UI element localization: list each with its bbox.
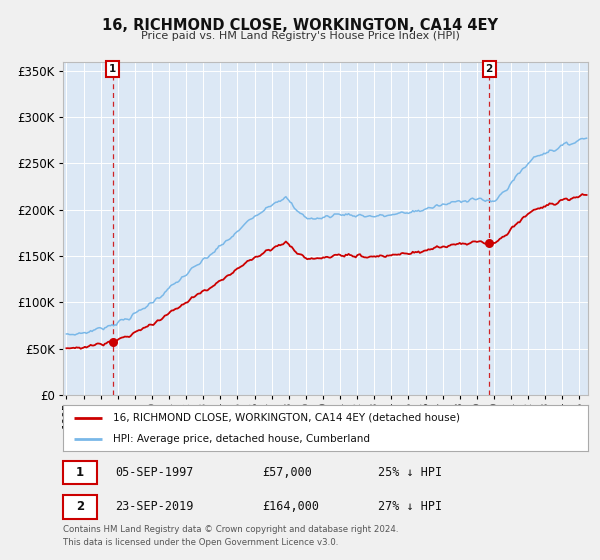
FancyBboxPatch shape: [63, 494, 97, 519]
Text: Contains HM Land Registry data © Crown copyright and database right 2024.: Contains HM Land Registry data © Crown c…: [63, 525, 398, 534]
Text: 23-SEP-2019: 23-SEP-2019: [115, 500, 194, 513]
Text: 1: 1: [76, 466, 84, 479]
Text: 27% ↓ HPI: 27% ↓ HPI: [378, 500, 442, 513]
Text: 05-SEP-1997: 05-SEP-1997: [115, 466, 194, 479]
Text: Price paid vs. HM Land Registry's House Price Index (HPI): Price paid vs. HM Land Registry's House …: [140, 31, 460, 41]
Text: 25% ↓ HPI: 25% ↓ HPI: [378, 466, 442, 479]
Text: £57,000: £57,000: [263, 466, 313, 479]
Text: £164,000: £164,000: [263, 500, 320, 513]
Text: 16, RICHMOND CLOSE, WORKINGTON, CA14 4EY: 16, RICHMOND CLOSE, WORKINGTON, CA14 4EY: [102, 18, 498, 33]
Text: This data is licensed under the Open Government Licence v3.0.: This data is licensed under the Open Gov…: [63, 538, 338, 547]
Text: 2: 2: [485, 64, 493, 74]
Text: 1: 1: [109, 64, 116, 74]
FancyBboxPatch shape: [63, 460, 97, 484]
Text: 2: 2: [76, 500, 84, 513]
Text: HPI: Average price, detached house, Cumberland: HPI: Average price, detached house, Cumb…: [113, 435, 370, 444]
Text: 16, RICHMOND CLOSE, WORKINGTON, CA14 4EY (detached house): 16, RICHMOND CLOSE, WORKINGTON, CA14 4EY…: [113, 413, 460, 423]
